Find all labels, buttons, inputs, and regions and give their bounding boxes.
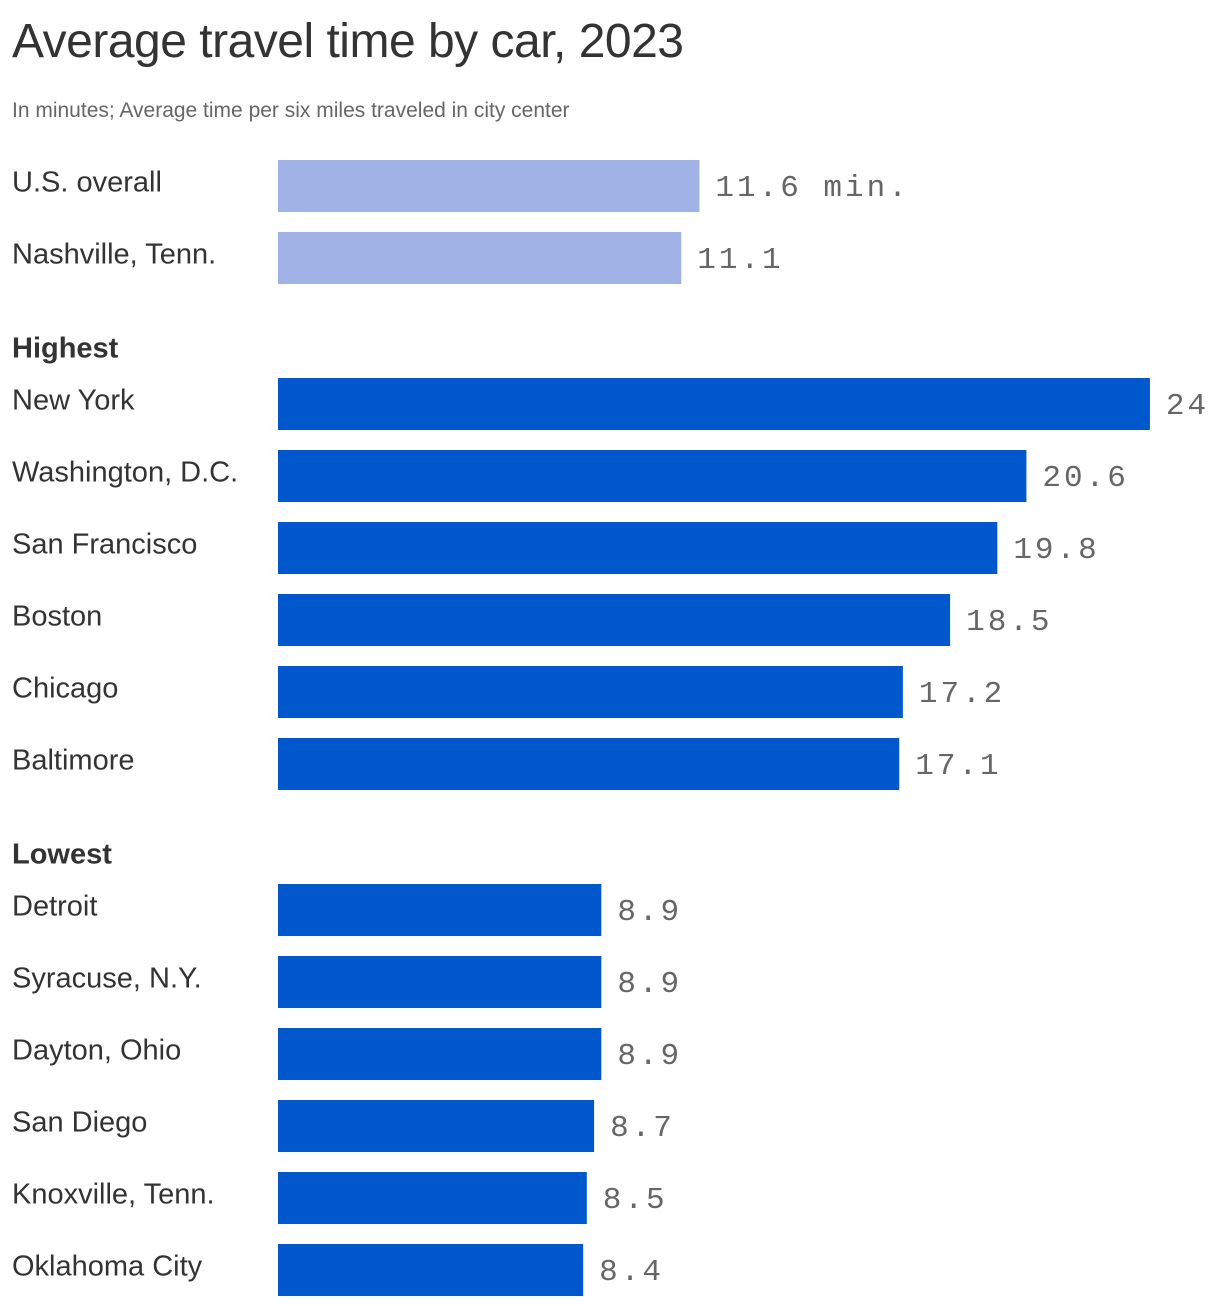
category-label-boston: Boston <box>12 601 102 633</box>
bar-oklahoma-city <box>278 1244 584 1296</box>
group-label-highest: Highest <box>12 333 119 365</box>
chart-subtitle: In minutes; Average time per six miles t… <box>12 99 570 122</box>
value-label-knoxville-tenn: 8.5 <box>603 1183 668 1218</box>
category-label-new-york: New York <box>12 385 135 417</box>
bar-san-francisco <box>278 522 998 574</box>
bar-group-lowest: Lowest Detroit 8.9 Syracuse, N.Y. 8.9 Dayton,… <box>12 839 682 1296</box>
bar-washington-d-c <box>278 450 1027 502</box>
category-label-washington-d-c: Washington, D.C. <box>12 457 238 489</box>
value-label-syracuse-n-y: 8.9 <box>617 967 682 1002</box>
value-label-detroit: 8.9 <box>617 895 682 930</box>
category-label-baltimore: Baltimore <box>12 745 135 777</box>
bar-group-highest: Highest New York 24 Washington, D.C. 20.6 San… <box>12 333 1209 790</box>
chart-title: Average travel time by car, 2023 <box>12 15 684 68</box>
category-label-san-diego: San Diego <box>12 1107 147 1139</box>
value-label-chicago: 17.2 <box>919 677 1005 712</box>
bar-dayton-ohio <box>278 1028 602 1080</box>
bar-group-reference: U.S. overall 11.6 min. Nashville, Tenn. 11.… <box>12 160 909 284</box>
group-label-lowest: Lowest <box>12 839 112 871</box>
value-label-baltimore: 17.1 <box>915 749 1001 784</box>
category-label-detroit: Detroit <box>12 891 97 923</box>
bar-nashville-tenn <box>278 232 682 284</box>
bar-baltimore <box>278 738 900 790</box>
value-label-san-diego: 8.7 <box>610 1111 675 1146</box>
category-label-u-s-overall: U.S. overall <box>12 167 162 199</box>
category-label-syracuse-n-y: Syracuse, N.Y. <box>12 963 202 995</box>
category-label-oklahoma-city: Oklahoma City <box>12 1251 203 1283</box>
category-label-knoxville-tenn: Knoxville, Tenn. <box>12 1179 215 1211</box>
bar-knoxville-tenn <box>278 1172 587 1224</box>
value-label-san-francisco: 19.8 <box>1013 533 1099 568</box>
bar-san-diego <box>278 1100 595 1152</box>
bar-boston <box>278 594 951 646</box>
bar-chicago <box>278 666 903 718</box>
value-label-washington-d-c: 20.6 <box>1042 461 1128 496</box>
bar-syracuse-n-y <box>278 956 602 1008</box>
value-label-nashville-tenn: 11.1 <box>697 243 783 278</box>
value-label-boston: 18.5 <box>966 605 1052 640</box>
value-label-oklahoma-city: 8.4 <box>599 1255 664 1290</box>
category-label-chicago: Chicago <box>12 673 118 705</box>
category-label-nashville-tenn: Nashville, Tenn. <box>12 239 216 271</box>
value-label-new-york: 24 <box>1166 389 1209 424</box>
value-label-u-s-overall: 11.6 min. <box>715 171 909 206</box>
value-label-dayton-ohio: 8.9 <box>617 1039 682 1074</box>
category-label-dayton-ohio: Dayton, Ohio <box>12 1035 181 1067</box>
bar-detroit <box>278 884 602 936</box>
category-label-san-francisco: San Francisco <box>12 529 197 561</box>
bar-u-s-overall <box>278 160 700 212</box>
bar-new-york <box>278 378 1150 430</box>
